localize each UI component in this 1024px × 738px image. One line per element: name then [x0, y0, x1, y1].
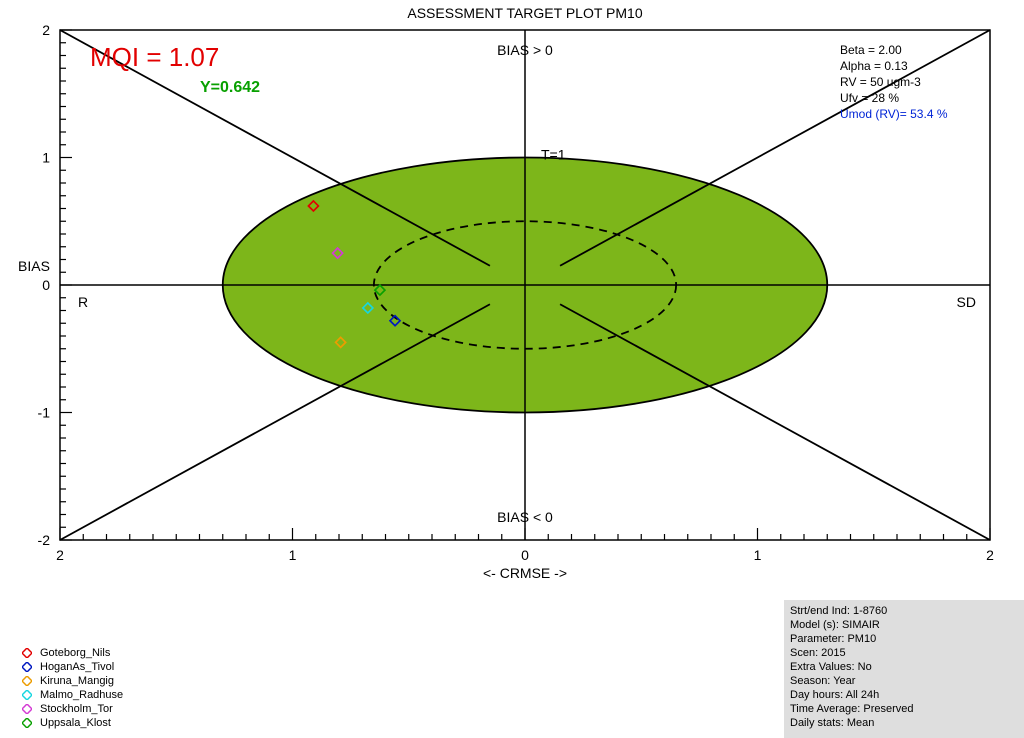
info-line: Strt/end Ind: 1-8760 [790, 604, 1018, 618]
t1-label: T=1 [541, 147, 566, 163]
legend-label: HoganAs_Tivol [40, 660, 114, 674]
legend-item: Malmo_Radhuse [20, 688, 620, 702]
mqi-label: MQI = 1.07 [90, 42, 219, 72]
legend-marker-diamond [20, 718, 34, 728]
y-value-label: Y=0.642 [200, 79, 260, 96]
legend-item: Kiruna_Mangig [20, 674, 620, 688]
x-axis-label: <- CRMSE -> [483, 565, 567, 581]
legend-label: Goteborg_Nils [40, 646, 110, 660]
legend-marker-diamond [20, 704, 34, 714]
y-tick-label: 1 [42, 150, 50, 166]
info-line: Scen: 2015 [790, 646, 1018, 660]
param-line: Ufv = 28 % [840, 91, 899, 105]
legend-label: Kiruna_Mangig [40, 674, 114, 688]
y-tick-label: -2 [38, 532, 51, 548]
bias-top-label: BIAS > 0 [497, 42, 553, 58]
chart-wrap: ASSESSMENT TARGET PLOT PM10 -2 -1 0 1 2 2 1 0 1 2 <… [0, 0, 1024, 738]
legend-label: Malmo_Radhuse [40, 688, 123, 702]
param-line: Alpha = 0.13 [840, 59, 908, 73]
x-tick-label: 1 [754, 547, 762, 563]
legend-marker-diamond [20, 676, 34, 686]
param-line: Umod (RV)= 53.4 % [840, 107, 948, 121]
legend-marker-diamond [20, 648, 34, 658]
legend-item: HoganAs_Tivol [20, 660, 620, 674]
legend-item: Stockholm_Tor [20, 702, 620, 716]
plot-title: ASSESSMENT TARGET PLOT PM10 [407, 5, 642, 21]
legend-label: Stockholm_Tor [40, 702, 113, 716]
x-tick-label: 0 [521, 547, 529, 563]
legend-label: Uppsala_Klost [40, 716, 111, 730]
bias-bottom-label: BIAS < 0 [497, 509, 553, 525]
sd-label: SD [957, 294, 976, 310]
info-line: Time Average: Preserved [790, 702, 1018, 716]
x-tick-label: 1 [289, 547, 297, 563]
legend-marker-diamond [20, 662, 34, 672]
target-plot: ASSESSMENT TARGET PLOT PM10 -2 -1 0 1 2 2 1 0 1 2 <… [0, 0, 1024, 600]
param-line: RV = 50 ugm-3 [840, 75, 921, 89]
info-line: Parameter: PM10 [790, 632, 1018, 646]
y-tick-label: 2 [42, 22, 50, 38]
info-line: Extra Values: No [790, 660, 1018, 674]
r-label: R [78, 294, 88, 310]
y-tick-label: 0 [42, 277, 50, 293]
x-tick-label: 2 [56, 547, 64, 563]
y-tick-label: -1 [38, 405, 51, 421]
param-line: Beta = 2.00 [840, 43, 902, 57]
legend-item: Goteborg_Nils [20, 646, 620, 660]
legend: Goteborg_NilsHoganAs_TivolKiruna_MangigM… [20, 642, 620, 738]
info-panel: Strt/end Ind: 1-8760Model (s): SIMAIRPar… [784, 600, 1024, 738]
legend-item: Uppsala_Klost [20, 716, 620, 730]
y-axis-label: BIAS [18, 258, 50, 274]
legend-marker-diamond [20, 690, 34, 700]
info-line: Model (s): SIMAIR [790, 618, 1018, 632]
x-tick-label: 2 [986, 547, 994, 563]
info-line: Day hours: All 24h [790, 688, 1018, 702]
info-line: Daily stats: Mean [790, 716, 1018, 730]
info-line: Season: Year [790, 674, 1018, 688]
